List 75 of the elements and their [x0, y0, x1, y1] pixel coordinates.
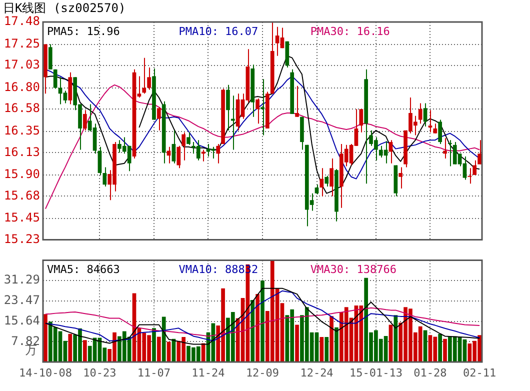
candlestick — [295, 85, 299, 118]
x-tick-label: 11-24 — [192, 366, 226, 380]
candlestick — [186, 132, 190, 146]
y-tick-label: 16.13 — [4, 144, 40, 159]
text: PMA10: 16.07 — [178, 24, 258, 38]
candlestick — [448, 140, 452, 167]
candlestick — [478, 140, 482, 165]
x-tick-label: 01-28 — [414, 366, 447, 380]
bar — [438, 334, 442, 362]
y-tick-label: 15.68 — [4, 188, 40, 202]
candlestick — [182, 132, 186, 161]
candlestick — [423, 102, 428, 128]
x-tick-label: 02-11 — [462, 366, 496, 380]
candlestick — [142, 57, 146, 94]
bar — [330, 316, 334, 362]
y-tick-label: 31.29 — [4, 272, 40, 287]
bar — [156, 336, 161, 362]
bar — [256, 294, 260, 362]
candlestick — [156, 106, 161, 131]
candlestick — [314, 184, 319, 195]
candlestick — [359, 108, 364, 133]
x-tick-label: 14-10-08 — [18, 366, 72, 380]
bar — [68, 334, 72, 362]
bar — [334, 327, 338, 362]
candlestick — [176, 145, 181, 169]
candlestick — [418, 102, 422, 124]
text: PMA5: 15.96 — [47, 24, 120, 38]
candlestick — [443, 138, 447, 159]
y-tick-label: 16.35 — [4, 124, 40, 138]
x-tick-label: 12-09 — [246, 366, 280, 380]
y-tick-label: 15.90 — [4, 167, 40, 182]
x-tick-label: 12-24 — [300, 366, 334, 380]
text: VMA30: 138766 — [310, 263, 396, 276]
candlestick — [438, 119, 442, 144]
y-tick-label: 17.03 — [4, 58, 40, 72]
bar — [443, 338, 447, 362]
candlestick — [216, 143, 220, 164]
bar — [83, 340, 87, 362]
candlestick — [226, 84, 230, 131]
bar — [295, 324, 299, 362]
y-tick-label: 15.64 — [4, 313, 40, 328]
x-tick-label: 10-23 — [83, 366, 116, 380]
x-tick-label: 11-07 — [137, 366, 171, 380]
text: PMA30: 16.16 — [310, 24, 390, 38]
y-tick-label: 16.58 — [4, 101, 40, 116]
candlestick — [166, 146, 171, 164]
chart-title: 日K线图 (sz002570) — [3, 1, 126, 16]
bar — [260, 280, 264, 362]
candlestick — [147, 66, 151, 90]
y-tick-label: 23.47 — [4, 293, 40, 308]
candlestick — [398, 166, 403, 189]
y-tick-label: 17.48 — [4, 14, 40, 28]
candlestick — [433, 123, 438, 134]
candlestick — [324, 175, 329, 188]
x-tick-label: 15-01-13 — [349, 366, 402, 380]
candlestick — [68, 72, 72, 105]
candlestick — [256, 98, 260, 124]
y-tick-label: 15.23 — [4, 232, 40, 246]
candlestick — [83, 110, 87, 131]
y-tick-label: 17.25 — [4, 36, 40, 50]
y-tick-label: 16.80 — [4, 80, 40, 94]
bar — [423, 330, 428, 362]
candlestick — [172, 130, 176, 164]
candlestick — [330, 158, 334, 197]
bar — [152, 328, 156, 362]
bar — [324, 337, 329, 362]
candlestick — [53, 68, 58, 90]
candlestick — [260, 78, 264, 136]
y-tick-label: 15.45 — [4, 210, 40, 225]
candlestick — [201, 149, 206, 162]
bar — [250, 300, 255, 362]
text: VMA5: 84663 — [47, 263, 120, 276]
bar — [162, 316, 166, 362]
candlestick — [428, 110, 432, 133]
candlestick — [48, 44, 52, 70]
